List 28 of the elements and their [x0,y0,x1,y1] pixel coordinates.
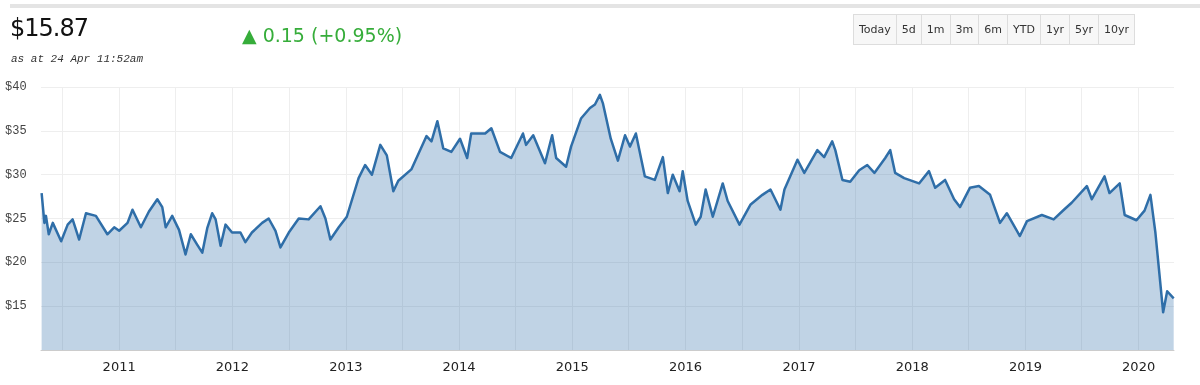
chart-subtitle: as at 24 Apr 11:52am [11,53,144,65]
text: YTD [1006,14,1041,45]
text: ▲ 0.15 (+0.95%) [242,24,403,46]
x-tick-label: 2019 [1008,359,1042,374]
x-tick-label: 2015 [555,359,589,374]
text: 3m [949,14,980,45]
y-tick-label: $15 [5,299,27,314]
y-tick-label: $30 [5,167,27,182]
text: 1m [920,14,951,45]
x-tick-label: 2011 [102,359,136,374]
x-tick-label: 2017 [782,359,816,374]
y-tick-label: $35 [5,123,27,138]
x-tick-label: 2020 [1122,359,1156,374]
x-tick-label: 2014 [442,359,476,374]
text: 5yr [1068,14,1099,45]
text: Today [853,14,897,45]
text: 1yr [1039,14,1070,45]
text: 10yr [1097,14,1135,45]
y-tick-label: $40 [5,80,27,94]
x-tick-label: 2013 [329,359,363,374]
chart-title: $15.87 [10,14,88,42]
y-tick-label: $20 [5,255,27,270]
x-tick-label: 2012 [215,359,249,374]
x-tick-label: 2016 [668,359,703,374]
text: 6m [978,14,1008,45]
y-tick-label: $25 [5,211,27,226]
text: 5d [895,14,922,45]
x-tick-label: 2018 [895,359,929,374]
